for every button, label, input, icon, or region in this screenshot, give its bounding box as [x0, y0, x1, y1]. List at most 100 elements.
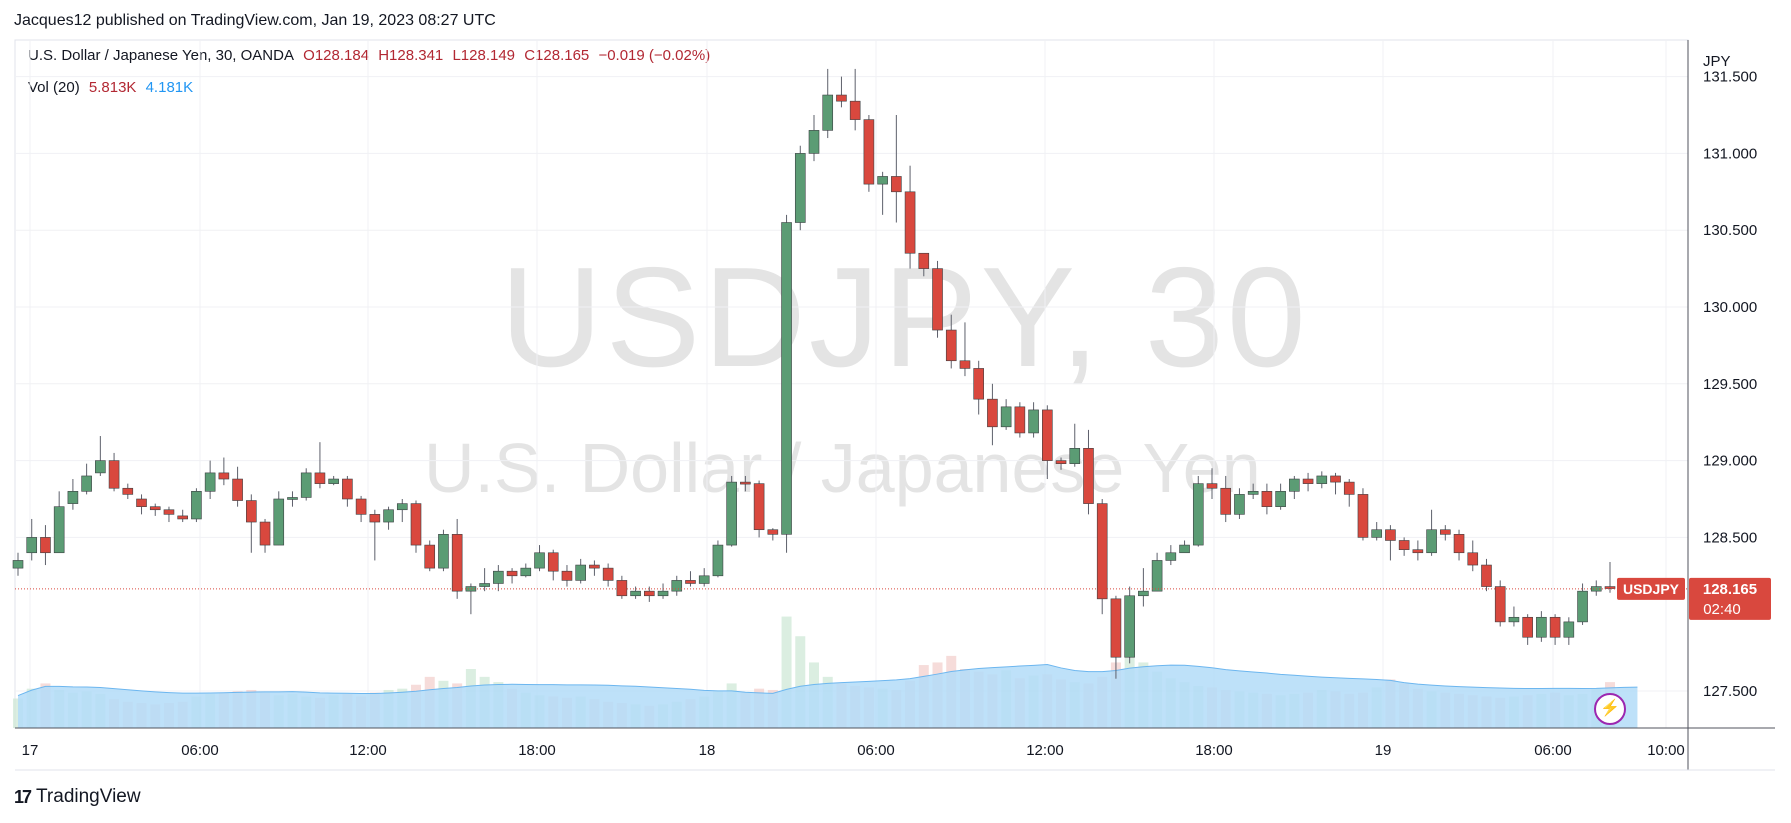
candle-body	[438, 534, 449, 569]
change-value: −0.019 (−0.02%)	[598, 47, 711, 64]
candle-body	[1577, 590, 1588, 623]
candle-body	[808, 130, 820, 154]
candle-body	[1179, 544, 1190, 554]
candle-body	[1275, 491, 1286, 507]
candle-body	[1343, 481, 1355, 495]
candle-body	[1330, 475, 1341, 483]
candle-body	[616, 580, 628, 597]
candle-body	[671, 580, 683, 592]
x-tick-label: 19	[1375, 742, 1392, 759]
candle-body	[410, 503, 422, 546]
x-tick-label: 17	[22, 742, 39, 759]
currency-label: JPY	[1703, 53, 1731, 70]
candle-body	[506, 570, 518, 577]
lightning-icon[interactable]: ⚡	[1594, 693, 1626, 725]
candle-body	[1549, 616, 1561, 638]
low-value: L128.149	[452, 47, 516, 64]
candle-body	[1536, 616, 1547, 638]
candle-body	[822, 94, 834, 131]
candle-body	[959, 360, 971, 369]
candle-body	[1398, 540, 1410, 550]
candle-body	[1440, 529, 1451, 535]
y-tick-label: 128.500	[1703, 529, 1757, 546]
candle-body	[1357, 494, 1369, 538]
candle-body	[1206, 483, 1218, 489]
candle-body	[1371, 529, 1382, 538]
price-tag-bg	[1689, 577, 1771, 620]
candle-body	[726, 481, 737, 546]
x-tick-label: 10:00	[1647, 742, 1685, 759]
candle-body	[1467, 552, 1479, 566]
candle-body	[493, 570, 504, 584]
volume-ma-area	[18, 664, 1638, 728]
candle-body	[1234, 494, 1245, 515]
symbol-tag-bg	[1617, 577, 1685, 600]
candle-body	[163, 509, 175, 515]
volume-ma-value: 4.181K	[145, 79, 194, 96]
candle-body	[342, 478, 353, 500]
x-tick-label: 12:00	[1026, 742, 1064, 759]
y-tick-label: 130.500	[1703, 222, 1757, 239]
candle-body	[218, 472, 230, 480]
candle-body	[108, 460, 120, 489]
volume-ma-line	[17, 663, 1638, 697]
candle-body	[149, 506, 161, 511]
symbol-tag: USDJPY	[1623, 581, 1680, 597]
symbol-name[interactable]: U.S. Dollar / Japanese Yen, 30, OANDA	[28, 47, 294, 64]
candle-body	[877, 176, 888, 185]
candle-body	[1494, 586, 1506, 623]
x-tick-label: 18:00	[1195, 742, 1233, 759]
candle-body	[644, 590, 655, 597]
close-value: C128.165	[524, 47, 590, 64]
candle-body	[1426, 529, 1437, 554]
y-tick-label: 131.500	[1703, 69, 1757, 86]
candle-body	[1247, 491, 1259, 495]
candle-body	[657, 590, 669, 597]
candle-body	[1192, 483, 1204, 546]
candle-body	[630, 590, 641, 597]
volume-label[interactable]: Vol (20)	[28, 79, 80, 96]
countdown-tag: 02:40	[1703, 601, 1741, 618]
y-tick-label: 129.000	[1703, 453, 1757, 470]
candle-body	[81, 475, 92, 492]
candle-body	[520, 567, 532, 577]
candle-body	[1453, 534, 1465, 554]
candle-body	[918, 252, 930, 269]
candle-body	[836, 94, 847, 102]
x-tick-label: 06:00	[857, 742, 895, 759]
candle-body	[904, 191, 916, 254]
candle-body	[1165, 552, 1177, 561]
candle-body	[575, 564, 586, 581]
candle-body	[177, 515, 188, 520]
candle-body	[1563, 621, 1575, 638]
candle-body	[561, 570, 573, 581]
open-value: O128.184	[303, 47, 370, 64]
symbol-legend: U.S. Dollar / Japanese Yen, 30, OANDA O1…	[28, 47, 715, 64]
candle-body	[1096, 503, 1108, 600]
candle-body	[95, 460, 106, 474]
candle-body	[932, 268, 943, 331]
candle-body	[1261, 491, 1273, 507]
candle-body	[1138, 590, 1149, 597]
candle-body	[740, 481, 751, 485]
x-tick-label: 12:00	[349, 742, 387, 759]
candle-body	[287, 497, 298, 500]
candle-body	[1316, 475, 1328, 484]
candle-body	[712, 544, 724, 577]
candle-body	[1522, 616, 1533, 638]
high-value: H128.341	[378, 47, 444, 64]
candle-body	[26, 537, 38, 554]
candle-body	[534, 552, 545, 569]
candle-body	[1000, 406, 1012, 428]
y-tick-label: 129.500	[1703, 376, 1757, 393]
tradingview-logo-icon: 17	[14, 786, 32, 807]
candle-body	[1289, 478, 1300, 492]
candle-body	[891, 176, 902, 193]
candle-body	[794, 153, 806, 223]
footer-brand[interactable]: 17 TradingView	[14, 786, 141, 808]
candle-body	[1042, 409, 1053, 461]
candle-body	[191, 491, 202, 520]
candle-body	[1412, 549, 1424, 554]
candle-body	[67, 491, 79, 504]
